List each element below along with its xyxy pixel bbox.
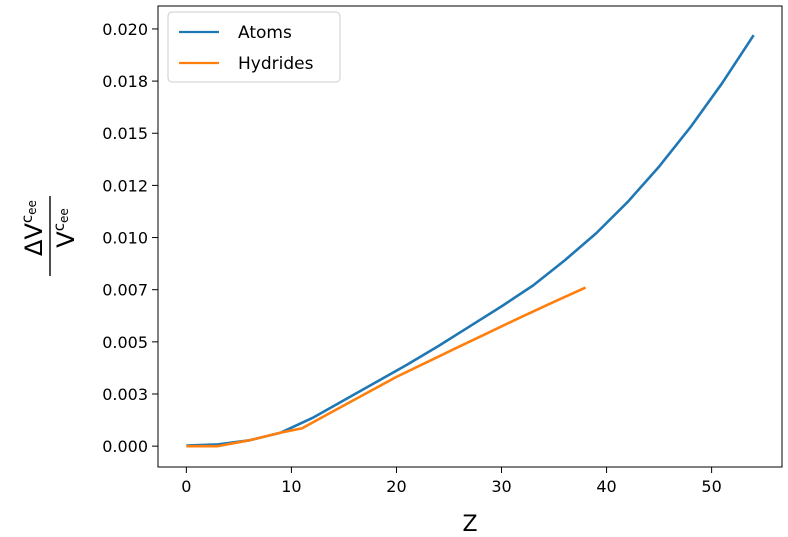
- y-tick-label: 0.018: [102, 72, 148, 91]
- y-den-main: V: [52, 231, 80, 248]
- y-num-sub: ee: [25, 200, 39, 215]
- legend-label-hydrides: Hydrides: [238, 54, 314, 74]
- y-axis-label: ΔVcee Vcee: [18, 196, 80, 276]
- y-tick-label: 0.003: [102, 385, 148, 404]
- y-den-sub: ee: [57, 208, 71, 223]
- legend-label-atoms: Atoms: [238, 23, 292, 43]
- y-tick-label: 0.012: [102, 176, 148, 195]
- x-tick-label: 20: [386, 477, 406, 496]
- x-tick-label: 40: [596, 477, 616, 496]
- y-num-sup: c: [18, 215, 36, 223]
- ticks-layer: 0 10 20 30 40 50 0.000 0.003 0.005 0.007 0.010 0.01…: [102, 20, 722, 496]
- y-tick-label: 0.010: [102, 229, 148, 248]
- y-tick-label: 0.005: [102, 333, 148, 352]
- y-num-main: ΔV: [20, 223, 48, 256]
- series-layer: [186, 34, 755, 448]
- legend-box: [167, 11, 341, 83]
- y-axis-label-numerator: ΔVcee: [18, 200, 48, 256]
- y-tick-label: 0.020: [102, 20, 148, 39]
- y-axis-label-denominator: Vcee: [50, 208, 80, 247]
- y-tick-label: 0.007: [102, 281, 148, 300]
- legend: Atoms Hydrides: [167, 11, 341, 83]
- x-tick-label: 30: [491, 477, 511, 496]
- series-line-hydrides: [186, 286, 587, 448]
- plot-frame: [157, 5, 783, 468]
- y-tick-label: 0.000: [102, 437, 148, 456]
- y-den-sup: c: [50, 223, 68, 231]
- y-tick-label: 0.015: [102, 124, 148, 143]
- x-axis-label: Z: [462, 512, 477, 537]
- x-tick-label: 50: [701, 477, 721, 496]
- x-tick-label: 10: [281, 477, 301, 496]
- x-tick-label: 0: [181, 477, 191, 496]
